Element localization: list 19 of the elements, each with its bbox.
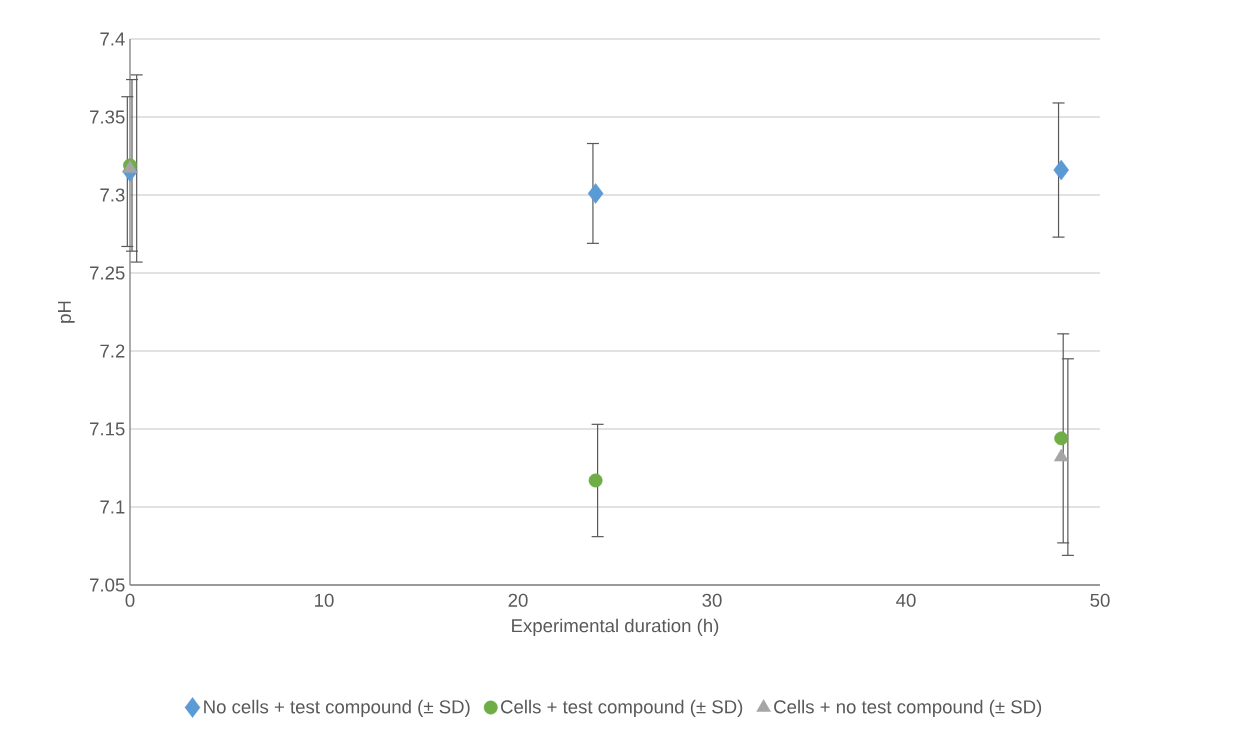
legend-label: Cells + test compound (± SD) [501,699,743,718]
y-tick-label: 7.3 [100,188,125,202]
x-tick-label: 50 [1090,593,1110,607]
x-tick-label: 0 [125,593,135,607]
x-tick-label: 20 [508,593,528,607]
x-tick-label: 30 [702,593,722,607]
legend-label: Cells + no test compound (± SD) [774,699,1042,718]
y-tick-label: 7.15 [90,422,125,436]
y-tick-label: 7.1 [100,500,125,514]
y-tick-label: 7.35 [90,110,125,124]
x-axis-title: Experimental duration (h) [512,618,719,636]
x-tick-label: 10 [315,593,334,607]
x-tick-label: 40 [896,593,916,607]
y-tick-label: 7.25 [90,266,125,280]
y-tick-label: 7.4 [100,32,125,46]
legend-label: No cells + test compound (± SD) [204,699,470,718]
y-axis-title: pH [58,301,75,323]
y-tick-label: 7.2 [100,344,125,358]
y-tick-label: 7.05 [90,578,125,592]
